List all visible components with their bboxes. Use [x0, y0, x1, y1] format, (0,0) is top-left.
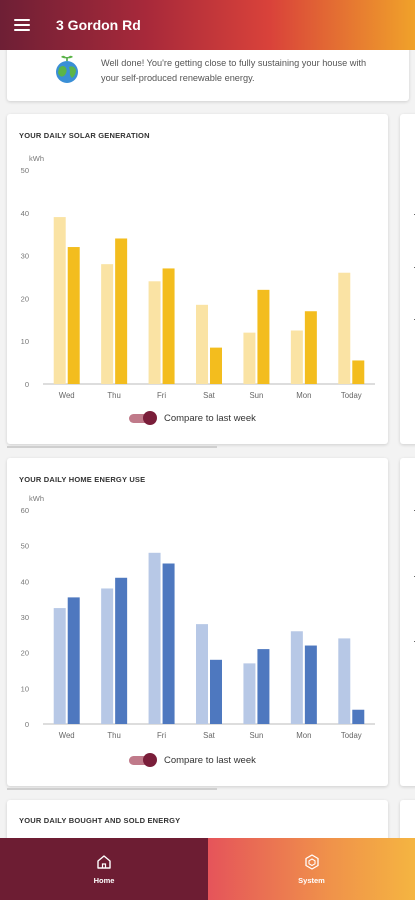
x-tick-label: Today	[341, 391, 362, 400]
y-tick-label: 10	[21, 337, 29, 346]
compare-toggle[interactable]	[129, 753, 157, 767]
bar-this-week[interactable]	[162, 563, 175, 725]
solar-generation-chart: kWh 0 10 20 30 40 50 Wed Thu Fri Sat Sun Mon Today	[21, 154, 375, 400]
bar-this-week[interactable]	[257, 649, 270, 724]
bar-this-week[interactable]	[210, 347, 222, 384]
bar-last-week[interactable]	[101, 588, 114, 724]
compare-toggle[interactable]	[129, 411, 157, 425]
x-tick-label: Wed	[59, 731, 75, 740]
bar-this-week[interactable]	[115, 238, 128, 384]
y-tick-label: 20	[21, 649, 29, 658]
x-tick-label: Wed	[59, 391, 75, 400]
bar-last-week[interactable]	[243, 663, 256, 724]
solar-generation-card: YOUR DAILY SOLAR GENERATION kWh 0 10 20 30 40…	[7, 114, 388, 444]
bar-last-week[interactable]	[53, 217, 66, 384]
x-tick-label: Thu	[107, 391, 120, 400]
nav-system-label: System	[298, 876, 325, 885]
y-tick-label: 50	[21, 166, 29, 175]
x-tick-label: Fri	[157, 731, 166, 740]
bar-this-week[interactable]	[304, 645, 317, 724]
compare-toggle-row[interactable]: Compare to last week	[129, 753, 256, 767]
bar-last-week[interactable]	[290, 631, 303, 724]
x-tick-label: Sun	[249, 731, 263, 740]
y-tick-label: 40	[21, 209, 29, 218]
y-tick-label: 0	[25, 720, 29, 729]
compare-toggle-label: Compare to last week	[164, 412, 256, 424]
x-tick-label: Today	[341, 731, 362, 740]
y-tick-label: 30	[21, 252, 29, 261]
next-card-peek[interactable]	[400, 114, 415, 444]
bar-last-week[interactable]	[338, 272, 351, 384]
bar-last-week[interactable]	[243, 332, 256, 384]
bar-last-week[interactable]	[101, 264, 114, 384]
bar-last-week[interactable]	[148, 281, 161, 384]
y-axis-label: kWh	[29, 154, 44, 163]
bar-this-week[interactable]	[352, 360, 365, 384]
bar-this-week[interactable]	[304, 311, 317, 384]
house-icon	[97, 855, 111, 869]
bar-last-week[interactable]	[196, 624, 208, 724]
y-tick-label: 30	[21, 613, 29, 622]
bar-this-week[interactable]	[162, 268, 175, 384]
banner-message: Well done! You're getting close to fully…	[101, 58, 367, 83]
compare-toggle-row[interactable]: Compare to last week	[129, 411, 256, 425]
y-axis-label: kWh	[29, 494, 44, 503]
bar-last-week[interactable]	[338, 638, 351, 724]
globe-plant-icon	[56, 55, 78, 83]
bar-last-week[interactable]	[290, 330, 303, 385]
nav-system[interactable]: System	[208, 838, 415, 900]
y-tick-label: 50	[21, 542, 29, 551]
x-tick-label: Sun	[249, 391, 263, 400]
nav-home-label: Home	[93, 876, 115, 885]
card-title: YOUR DAILY HOME ENERGY USE	[19, 475, 146, 484]
next-card-peek[interactable]	[400, 458, 415, 786]
bar-this-week[interactable]	[67, 247, 80, 384]
hexagon-icon	[304, 854, 319, 870]
y-tick-label: 10	[21, 684, 29, 693]
x-tick-label: Thu	[107, 731, 120, 740]
carousel-scrollbar	[7, 446, 217, 448]
x-tick-label: Fri	[157, 391, 166, 400]
page-title: 3 Gordon Rd	[56, 17, 141, 33]
bar-this-week[interactable]	[352, 709, 365, 724]
x-tick-label: Mon	[296, 731, 311, 740]
bar-last-week[interactable]	[148, 552, 161, 724]
bottom-nav: Home System	[0, 838, 415, 900]
nav-home[interactable]: Home	[0, 838, 208, 900]
bar-last-week[interactable]	[196, 304, 208, 384]
home-energy-card: YOUR DAILY HOME ENERGY USE kWh 0 10 20 30 40 5…	[7, 458, 388, 786]
y-tick-label: 60	[21, 506, 29, 515]
card-title: YOUR DAILY BOUGHT AND SOLD ENERGY	[19, 816, 181, 825]
app-bar: 3 Gordon Rd	[0, 0, 415, 50]
card-title: YOUR DAILY SOLAR GENERATION	[19, 131, 150, 140]
bar-this-week[interactable]	[257, 289, 270, 384]
bar-this-week[interactable]	[115, 577, 128, 724]
y-tick-label: 40	[21, 577, 29, 586]
bar-last-week[interactable]	[53, 608, 66, 724]
bar-this-week[interactable]	[210, 659, 222, 724]
home-energy-chart: kWh 0 10 20 30 40 50 60 Wed Thu Fri Sat Sun Mon Today	[21, 494, 375, 740]
carousel-scrollbar	[7, 788, 217, 790]
x-tick-label: Mon	[296, 391, 311, 400]
y-tick-label: 20	[21, 294, 29, 303]
x-tick-label: Sat	[203, 391, 216, 400]
bar-this-week[interactable]	[67, 597, 80, 724]
menu-icon[interactable]	[14, 19, 30, 31]
compare-toggle-label: Compare to last week	[164, 754, 256, 766]
y-tick-label: 0	[25, 380, 29, 389]
x-tick-label: Sat	[203, 731, 216, 740]
